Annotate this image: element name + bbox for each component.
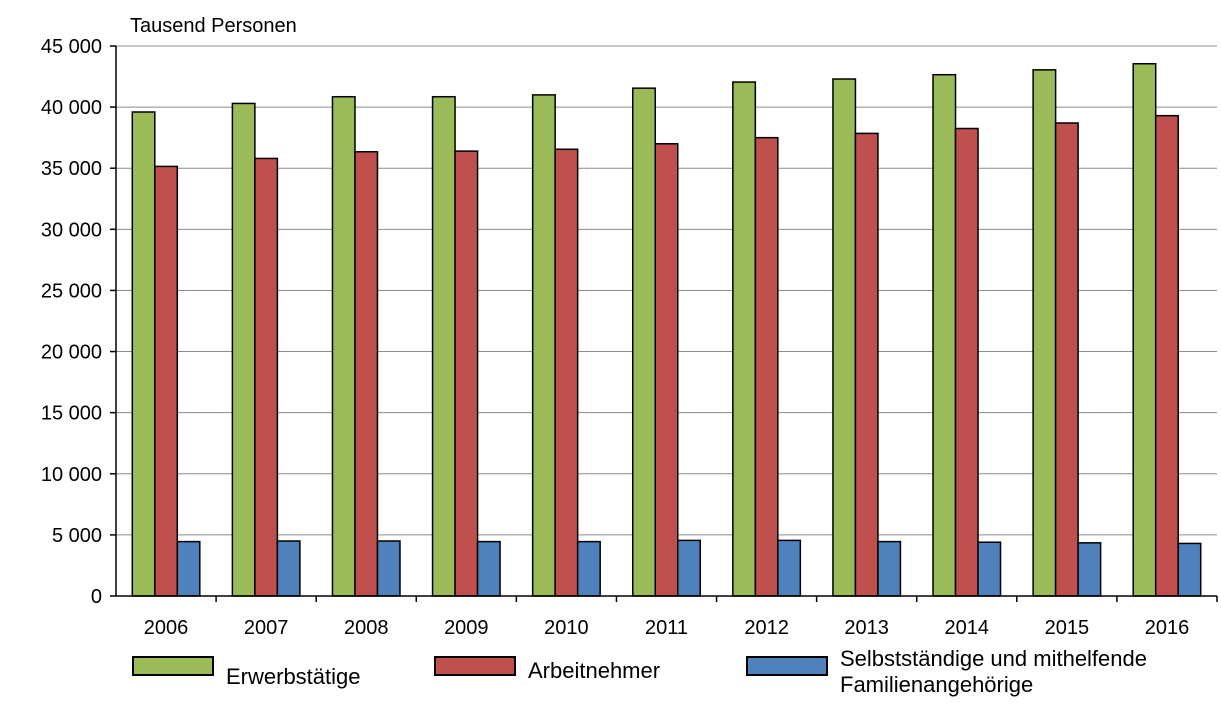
bar-2007-2	[276, 540, 301, 597]
y-tick-label: 0	[91, 586, 102, 608]
bar-2014-1	[954, 127, 979, 597]
bar-2009-2	[476, 540, 501, 597]
bar-2009-1	[454, 150, 479, 597]
y-tick-label: 45 000	[41, 36, 102, 58]
x-tick-label: 2015	[1045, 617, 1090, 639]
bar-2014-0	[932, 73, 957, 597]
bar-2006-0	[131, 111, 156, 597]
bar-2006-1	[154, 165, 179, 597]
bar-2013-0	[832, 78, 857, 597]
bar-2016-1	[1154, 114, 1179, 597]
bar-2011-1	[654, 143, 679, 597]
x-tick-label: 2012	[744, 617, 789, 639]
bar-2013-1	[854, 132, 879, 597]
x-tick-label: 2014	[945, 617, 990, 639]
bar-2008-0	[331, 95, 356, 597]
x-tick-label: 2010	[544, 617, 589, 639]
bar-2012-2	[777, 539, 802, 597]
y-tick-label: 25 000	[41, 280, 102, 302]
y-tick-label: 30 000	[41, 219, 102, 241]
bar-2012-1	[754, 136, 779, 597]
x-tick-label: 2007	[244, 617, 289, 639]
bar-2012-0	[732, 81, 757, 597]
bar-2015-0	[1032, 69, 1057, 597]
y-tick-label: 10 000	[41, 464, 102, 486]
bar-2008-2	[376, 540, 401, 597]
y-tick-label: 20 000	[41, 342, 102, 364]
x-tick-label: 2013	[844, 617, 889, 639]
y-tick-label: 35 000	[41, 158, 102, 180]
x-tick-label: 2006	[144, 617, 189, 639]
axes	[110, 45, 1218, 602]
x-axis-tick-labels: 2006 2007 2008 2009 2010 2011 2012 2013 2014 2015…	[144, 617, 1189, 639]
unit-label: Tausend Personen	[130, 15, 297, 37]
bar-2007-0	[231, 102, 256, 597]
bar-2010-2	[576, 540, 601, 597]
bar-2008-1	[354, 150, 379, 597]
y-tick-label: 40 000	[41, 97, 102, 119]
bar-2013-2	[877, 540, 902, 597]
bar-2011-2	[677, 539, 701, 597]
y-axis-tick-labels: 0 5 000 10 000 15 000 20 000 25 000 30 000 35 0…	[41, 36, 102, 608]
bar-2016-2	[1177, 542, 1202, 597]
bar-2009-0	[431, 95, 456, 597]
bar-2015-1	[1054, 122, 1079, 597]
x-tick-label: 2011	[645, 617, 688, 639]
y-tick-label: 15 000	[41, 403, 102, 425]
bar-2007-1	[254, 157, 279, 597]
bar-2015-2	[1077, 542, 1102, 597]
bars	[131, 62, 1202, 597]
x-tick-label: 2009	[444, 617, 489, 639]
bar-2016-0	[1132, 62, 1157, 597]
x-tick-label: 2016	[1145, 617, 1190, 639]
bar-2014-2	[977, 541, 1002, 597]
bar-2010-1	[554, 148, 579, 597]
bar-2010-0	[531, 94, 556, 597]
y-tick-label: 5 000	[52, 525, 102, 547]
bar-2011-0	[632, 87, 656, 597]
bar-2006-2	[176, 540, 201, 597]
x-tick-label: 2008	[344, 617, 389, 639]
